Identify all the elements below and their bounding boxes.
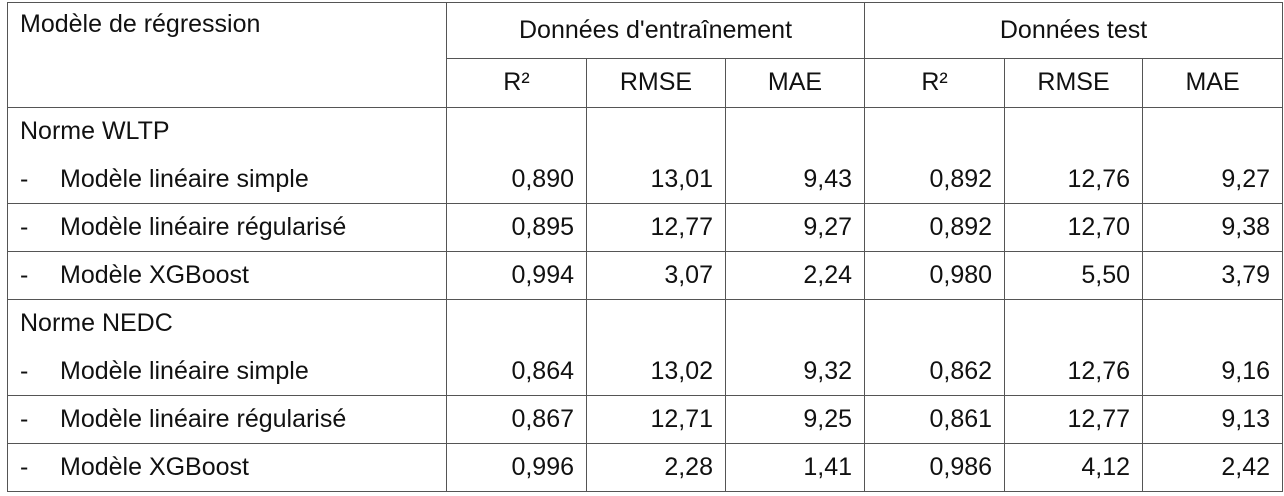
value-train-r2: 0,994 [446,250,587,300]
value-train-mae: 9,43 [724,155,866,203]
value-test-rmse: 12,77 [1004,394,1144,443]
model-cell: - Modèle XGBoost [7,250,447,300]
value-test-r2: 0,892 [864,155,1006,203]
section-empty-cell [864,298,1006,348]
section-empty-cell [724,106,866,156]
metric-header-train-rmse: RMSE [586,57,726,108]
list-dash: - [20,452,29,481]
model-label: - Modèle linéaire simple [20,165,434,194]
model-name: Modèle XGBoost [60,260,249,289]
header-row-groups: Modèle de régression Données d'entraînem… [7,2,1284,59]
model-cell: - Modèle linéaire simple [7,155,447,203]
model-name: Modèle linéaire régularisé [60,212,347,241]
value-train-rmse: 12,71 [586,394,726,443]
value-train-mae: 1,41 [724,442,866,492]
value-train-mae: 9,32 [724,347,866,395]
value-train-rmse: 2,28 [586,442,726,492]
section-row: Norme NEDC [7,298,1284,348]
model-cell: - Modèle XGBoost [7,442,447,492]
value-test-mae: 9,16 [1142,347,1284,395]
metric-header-train-mae: MAE [724,57,866,108]
model-cell: - Modèle linéaire régularisé [7,394,447,443]
metric-header-test-r2: R² [864,57,1006,108]
list-dash: - [20,356,29,385]
value-test-rmse: 12,76 [1004,155,1144,203]
value-train-r2: 0,890 [446,155,587,203]
value-test-r2: 0,986 [864,442,1006,492]
section-empty-cell [864,106,1006,156]
value-train-rmse: 13,02 [586,347,726,395]
results-table: Modèle de régression Données d'entraînem… [7,2,1284,492]
metric-header-train-r2: R² [446,57,587,108]
section-title: Norme WLTP [7,106,447,156]
value-test-mae: 9,13 [1142,394,1284,443]
training-data-header: Données d'entraînement [445,2,866,59]
value-test-rmse: 5,50 [1004,250,1144,300]
test-data-header: Données test [864,2,1284,59]
model-name: Modèle linéaire simple [60,164,309,193]
value-test-mae: 9,27 [1142,155,1284,203]
value-train-rmse: 13,01 [586,155,726,203]
list-dash: - [20,212,29,241]
table-row: - Modèle linéaire régularisé 0,895 12,77 9,2… [7,202,1284,251]
section-empty-cell [1004,106,1144,156]
value-train-mae: 9,25 [724,394,866,443]
value-train-r2: 0,864 [446,347,587,395]
model-name: Modèle linéaire simple [60,356,309,385]
value-test-r2: 0,861 [864,394,1006,443]
list-dash: - [20,404,29,433]
model-label: - Modèle linéaire régularisé [20,405,434,434]
list-dash: - [20,260,29,289]
value-train-r2: 0,895 [446,202,587,251]
model-label: - Modèle XGBoost [20,261,434,290]
model-name: Modèle linéaire régularisé [60,404,347,433]
value-test-r2: 0,892 [864,202,1006,251]
value-test-rmse: 12,70 [1004,202,1144,251]
model-cell: - Modèle linéaire simple [7,347,447,395]
model-cell: - Modèle linéaire régularisé [7,202,447,251]
section-empty-cell [724,298,866,348]
section-row: Norme WLTP [7,106,1284,156]
model-column-header-spacer [7,58,447,108]
value-train-mae: 9,27 [724,202,866,251]
model-label: - Modèle XGBoost [20,453,434,482]
value-test-mae: 2,42 [1142,442,1284,492]
value-train-r2: 0,996 [446,442,587,492]
section-empty-cell [586,106,726,156]
value-test-rmse: 4,12 [1004,442,1144,492]
value-test-rmse: 12,76 [1004,347,1144,395]
table-row: - Modèle linéaire simple 0,864 13,02 9,32 0,8… [7,347,1284,395]
section-empty-cell [1142,106,1284,156]
value-test-mae: 3,79 [1142,250,1284,300]
value-train-rmse: 12,77 [586,202,726,251]
table-row: - Modèle XGBoost 0,994 3,07 2,24 0,980 5,50 3,7… [7,250,1284,300]
model-column-header: Modèle de régression [7,2,447,58]
table-row: - Modèle linéaire régularisé 0,867 12,71 9,2… [7,394,1284,443]
section-empty-cell [1004,298,1144,348]
section-title: Norme NEDC [7,298,447,348]
value-test-r2: 0,862 [864,347,1006,395]
value-test-mae: 9,38 [1142,202,1284,251]
metric-header-test-mae: MAE [1142,57,1284,108]
section-empty-cell [586,298,726,348]
model-label: - Modèle linéaire régularisé [20,213,434,242]
metric-header-test-rmse: RMSE [1004,57,1144,108]
section-empty-cell [446,106,587,156]
header-row-metrics: R² RMSE MAE R² RMSE MAE [7,57,1284,108]
table-row: - Modèle linéaire simple 0,890 13,01 9,43 0,8… [7,155,1284,203]
value-test-r2: 0,980 [864,250,1006,300]
value-train-rmse: 3,07 [586,250,726,300]
section-empty-cell [1142,298,1284,348]
list-dash: - [20,164,29,193]
value-train-mae: 2,24 [724,250,866,300]
table-row: - Modèle XGBoost 0,996 2,28 1,41 0,986 4,12 2,4… [7,442,1284,492]
section-empty-cell [446,298,587,348]
model-name: Modèle XGBoost [60,452,249,481]
model-label: - Modèle linéaire simple [20,357,434,386]
value-train-r2: 0,867 [446,394,587,443]
